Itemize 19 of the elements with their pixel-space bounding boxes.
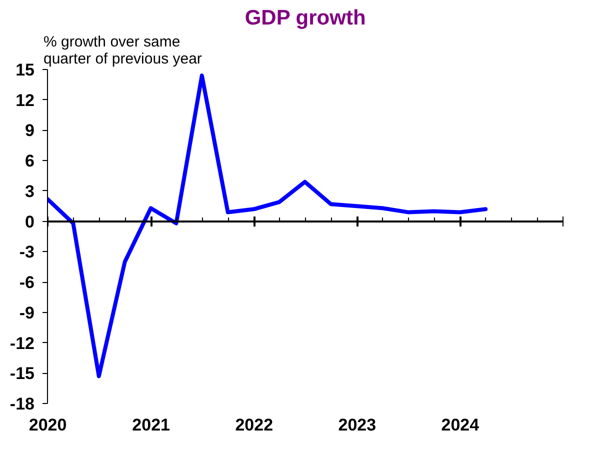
y-tick-label: -6 (19, 273, 35, 292)
x-tick-label: 2023 (338, 416, 376, 434)
x-tick-label: 2022 (235, 416, 274, 434)
y-tick-label: 12 (16, 90, 35, 110)
x-tick-label: 2024 (441, 416, 480, 434)
y-tick-label: 9 (25, 121, 35, 140)
y-tick-label: -3 (19, 242, 35, 262)
y-tick-label: 15 (16, 60, 35, 80)
x-tick-label: 2020 (28, 416, 67, 434)
y-tick-label: -9 (19, 303, 35, 322)
y-tick-label: 6 (25, 152, 35, 171)
y-tick-label: 0 (25, 212, 35, 232)
chart-title: GDP growth (244, 6, 366, 30)
x-tick-label: 2021 (132, 416, 170, 434)
y-axis-title: % growth over same quarter of previous year (44, 34, 202, 68)
y-tick-label: -18 (10, 394, 35, 414)
y-tick-label: -15 (10, 364, 35, 384)
y-tick-label: 3 (25, 182, 35, 201)
y-tick-label: -12 (10, 334, 35, 353)
